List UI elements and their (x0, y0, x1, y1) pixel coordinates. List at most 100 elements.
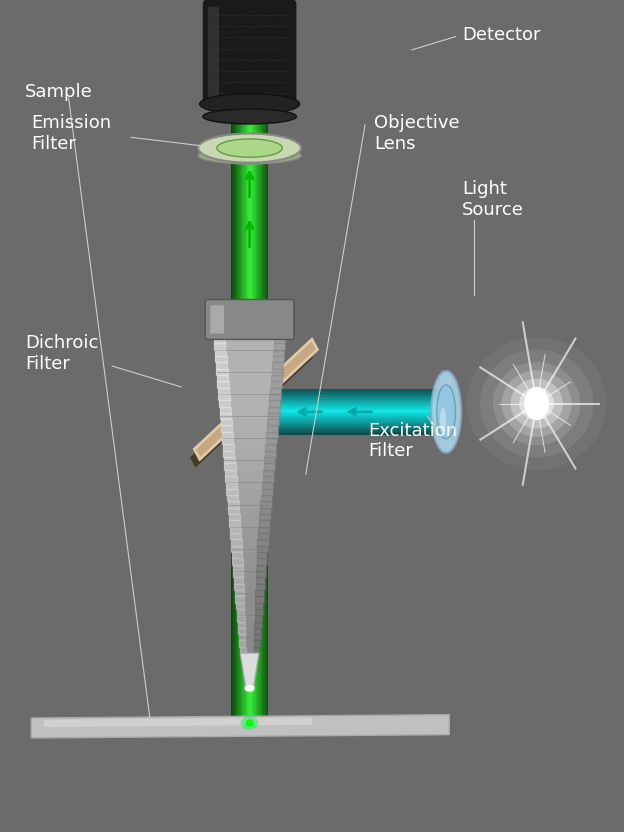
Bar (261, 104, 262, 412)
Ellipse shape (245, 684, 255, 692)
Bar (250, 403, 449, 404)
Bar (250, 417, 449, 418)
Bar (253, 412, 255, 720)
Bar (262, 104, 263, 412)
Bar (240, 104, 241, 412)
Bar (250, 392, 449, 394)
Bar (250, 389, 449, 390)
Bar (250, 104, 251, 412)
Text: Objective
Lens: Objective Lens (374, 114, 460, 152)
Ellipse shape (440, 408, 446, 433)
Bar (237, 104, 238, 412)
Ellipse shape (217, 139, 282, 157)
Ellipse shape (241, 716, 258, 730)
Bar (250, 423, 449, 424)
Bar (238, 104, 240, 412)
Ellipse shape (437, 384, 456, 439)
Bar (266, 104, 267, 412)
Polygon shape (190, 348, 313, 468)
Text: Dichroic
Filter: Dichroic Filter (25, 334, 99, 373)
Ellipse shape (200, 93, 300, 115)
FancyBboxPatch shape (203, 0, 296, 108)
Bar (250, 418, 449, 419)
Ellipse shape (431, 371, 461, 453)
Bar (250, 433, 449, 434)
Bar (250, 394, 449, 395)
Ellipse shape (198, 147, 301, 164)
Bar (261, 412, 262, 720)
Bar (250, 412, 449, 414)
Ellipse shape (502, 370, 572, 437)
Bar (253, 104, 255, 412)
Bar (250, 425, 449, 427)
Polygon shape (194, 339, 318, 459)
Bar (252, 412, 253, 720)
Bar (232, 412, 233, 720)
Bar (250, 395, 449, 397)
Bar (236, 104, 237, 412)
Bar (256, 412, 257, 720)
Bar (250, 428, 449, 430)
Bar (250, 415, 449, 416)
Bar (250, 427, 449, 428)
Bar (242, 412, 243, 720)
Bar (250, 409, 449, 410)
Bar (232, 104, 233, 412)
Bar (250, 407, 449, 409)
Ellipse shape (246, 719, 253, 727)
Bar (247, 104, 248, 412)
Bar (236, 412, 237, 720)
Text: Sample: Sample (25, 82, 93, 101)
Bar (241, 412, 242, 720)
Bar (260, 104, 261, 412)
Bar (260, 412, 261, 720)
Bar (252, 104, 253, 412)
Polygon shape (31, 715, 449, 738)
Bar (250, 397, 449, 399)
Bar (235, 412, 236, 720)
Bar (267, 104, 268, 412)
Bar (243, 104, 245, 412)
Polygon shape (240, 653, 259, 688)
Bar (233, 412, 235, 720)
Bar (250, 419, 449, 421)
Bar (256, 104, 257, 412)
Bar (257, 104, 258, 412)
Bar (250, 421, 449, 423)
Bar (250, 412, 251, 720)
Bar (251, 104, 252, 412)
Bar (248, 412, 250, 720)
Ellipse shape (198, 133, 301, 162)
Bar (250, 404, 449, 406)
Bar (245, 104, 246, 412)
Bar (231, 412, 232, 720)
Bar (250, 401, 449, 403)
Ellipse shape (493, 362, 580, 445)
Bar (262, 412, 263, 720)
Text: Detector: Detector (462, 26, 540, 44)
Bar (246, 412, 247, 720)
Ellipse shape (203, 109, 296, 124)
Bar (245, 412, 246, 720)
Bar (251, 412, 252, 720)
Bar (237, 412, 238, 720)
Bar (241, 104, 242, 412)
Bar (257, 412, 258, 720)
Bar (248, 104, 250, 412)
Bar (242, 104, 243, 412)
Bar (258, 104, 260, 412)
Bar (267, 412, 268, 720)
Bar (265, 412, 266, 720)
Bar (243, 412, 245, 720)
Ellipse shape (480, 349, 593, 458)
Bar (258, 412, 260, 720)
Bar (250, 430, 449, 432)
FancyBboxPatch shape (210, 305, 224, 334)
Ellipse shape (510, 379, 563, 428)
Bar (240, 412, 241, 720)
Text: Excitation
Filter: Excitation Filter (368, 422, 457, 460)
Bar (266, 412, 267, 720)
Ellipse shape (524, 387, 549, 420)
Bar (238, 412, 240, 720)
Bar (250, 390, 449, 392)
